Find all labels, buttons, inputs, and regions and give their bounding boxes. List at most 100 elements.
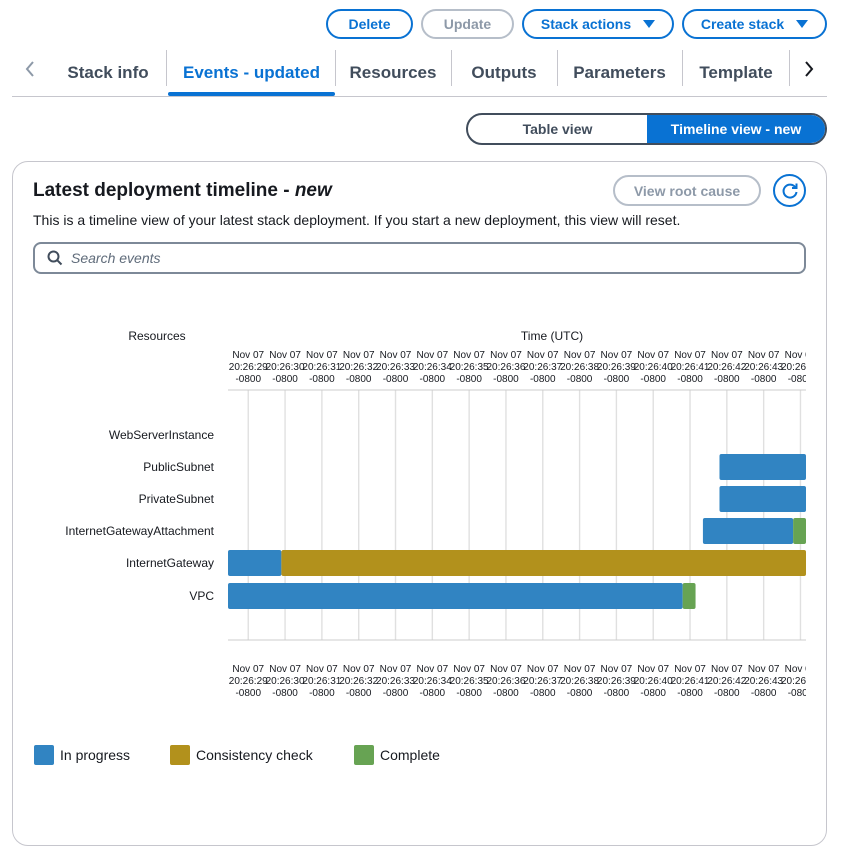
- search-events-field[interactable]: [33, 242, 806, 274]
- view-root-cause-label: View root cause: [633, 182, 741, 199]
- bottom-tick-label: Nov 07 20:26:42 -0800: [707, 664, 746, 699]
- timeline-chart: Resources Time (UTC)Nov 07 20:26:29 -0800No…: [65, 329, 813, 699]
- timeline-view-button[interactable]: Timeline view - new: [647, 115, 825, 143]
- top-tick-label: Nov 07 20:26:35 -0800: [450, 350, 489, 385]
- top-tick-label: Nov 07 20:26:43 -0800: [744, 350, 783, 385]
- tab-parameters[interactable]: Parameters: [557, 50, 682, 96]
- card-title-emphasis: new: [294, 180, 332, 201]
- active-tab-indicator: [168, 92, 335, 96]
- create-stack-button[interactable]: Create stack: [682, 9, 827, 39]
- create-stack-label: Create stack: [700, 16, 785, 32]
- delete-button-label: Delete: [348, 16, 391, 32]
- timeline-bar-in-progress: [228, 550, 282, 576]
- bottom-tick-label: Nov 07 20:26:34 -0800: [413, 664, 452, 699]
- top-tick-label: Nov 07 20:26:34 -0800: [413, 350, 452, 385]
- stack-actions-button[interactable]: Stack actions: [522, 9, 674, 39]
- tab-label: Stack info: [67, 63, 149, 82]
- view-root-cause-button[interactable]: View root cause: [613, 175, 761, 206]
- bottom-tick-label: Nov 07 20:26:30 -0800: [266, 664, 305, 699]
- bottom-tick-label: Nov 07 20:26:33 -0800: [376, 664, 415, 699]
- legend-item-in-progress: In progress: [34, 745, 130, 765]
- bottom-tick-label: Nov 07 20:26:31 -0800: [302, 664, 341, 699]
- complete-swatch: [354, 745, 374, 765]
- resources-axis-label: Resources: [128, 329, 185, 343]
- bottom-tick-label: Nov 07 20:26:38 -0800: [560, 664, 599, 699]
- timeline-bar-consistency-check: [281, 550, 806, 576]
- update-button-label: Update: [443, 16, 492, 32]
- search-icon: [47, 250, 63, 266]
- stack-actions-label: Stack actions: [540, 16, 632, 32]
- delete-button[interactable]: Delete: [326, 9, 413, 39]
- resource-label: VPC: [189, 589, 214, 603]
- top-tick-label: Nov 07 20:26:38 -0800: [560, 350, 599, 385]
- legend-item-consistency-check: Consistency check: [170, 745, 313, 765]
- tab-divider: [789, 50, 790, 86]
- bottom-tick-label: Nov 07 20:26:41 -0800: [671, 664, 710, 699]
- tab-events[interactable]: Events - updated: [168, 50, 335, 96]
- card-description: This is a timeline view of your latest s…: [33, 212, 681, 228]
- tab-label: Resources: [349, 63, 437, 82]
- top-tick-label: Nov 07 20:26:33 -0800: [376, 350, 415, 385]
- timeline-bar-in-progress: [228, 583, 683, 609]
- bottom-tick-label: Nov 07 20:26:40 -0800: [634, 664, 673, 699]
- tab-stack-info[interactable]: Stack info: [54, 50, 162, 96]
- bottom-tick-label: Nov 07 20:26:36 -0800: [486, 664, 525, 699]
- in-progress-swatch: [34, 745, 54, 765]
- tab-template[interactable]: Template: [682, 50, 790, 96]
- bottom-tick-label: Nov 07 20:26:35 -0800: [450, 664, 489, 699]
- tab-label: Template: [699, 63, 773, 82]
- timeline-bar-in-progress: [719, 486, 806, 512]
- top-tick-label: Nov 07 20:26:31 -0800: [302, 350, 341, 385]
- resource-label: PrivateSubnet: [139, 492, 215, 506]
- search-input[interactable]: [71, 244, 791, 272]
- tab-scroll-right-button[interactable]: [797, 58, 821, 80]
- card-title: Latest deployment timeline - new: [33, 180, 332, 202]
- top-tick-label: Nov 07 20:26:40 -0800: [634, 350, 673, 385]
- resource-label: InternetGatewayAttachment: [65, 524, 214, 538]
- timeline-bar-complete: [793, 518, 806, 544]
- table-view-label: Table view: [522, 121, 593, 137]
- refresh-icon: [782, 183, 797, 199]
- legend-item-complete: Complete: [354, 745, 440, 765]
- tab-divider: [682, 50, 683, 86]
- bottom-tick-label: Nov 07 20:26:29 -0800: [229, 664, 268, 699]
- consistency-check-swatch: [170, 745, 190, 765]
- card-title-text: Latest deployment timeline -: [33, 180, 295, 201]
- tab-label: Parameters: [573, 63, 666, 82]
- tab-bar: Stack info Events - updated Resources Ou…: [12, 50, 827, 97]
- tab-outputs[interactable]: Outputs: [451, 50, 557, 96]
- legend-label: Complete: [380, 747, 440, 763]
- time-axis-label: Time (UTC): [521, 329, 583, 343]
- top-tick-label: Nov 07 20:26:37 -0800: [523, 350, 562, 385]
- refresh-button[interactable]: [773, 174, 806, 207]
- tab-divider: [166, 50, 167, 86]
- view-toggle: Table view Timeline view - new: [466, 113, 827, 145]
- top-tick-label: Nov 07 20:26:41 -0800: [671, 350, 710, 385]
- top-tick-label: Nov 07 20:26:42 -0800: [707, 350, 746, 385]
- bottom-tick-label: Nov 07 20:26:43 -0800: [744, 664, 783, 699]
- tab-label: Events - updated: [183, 63, 320, 82]
- top-tick-label: Nov 07 20:26:30 -0800: [266, 350, 305, 385]
- caret-down-icon: [796, 20, 809, 28]
- tab-resources[interactable]: Resources: [335, 50, 451, 96]
- tab-divider: [451, 50, 452, 86]
- legend-label: Consistency check: [196, 747, 313, 763]
- top-tick-label: Nov 07 20:26:29 -0800: [229, 350, 268, 385]
- timeline-card: [12, 161, 827, 846]
- timeline-bar-in-progress: [702, 518, 794, 544]
- resource-label: WebServerInstance: [109, 428, 214, 442]
- resource-label: InternetGateway: [126, 556, 214, 570]
- tab-scroll-left-button[interactable]: [18, 58, 42, 80]
- caret-down-icon: [643, 20, 656, 28]
- update-button[interactable]: Update: [421, 9, 514, 39]
- chevron-left-icon: [25, 61, 34, 77]
- bottom-tick-label: Nov 07 20:26:39 -0800: [597, 664, 636, 699]
- top-tick-label: Nov 07 20:26:36 -0800: [486, 350, 525, 385]
- timeline-view-label: Timeline view - new: [670, 121, 802, 137]
- timeline-bar-complete: [682, 583, 696, 609]
- chevron-right-icon: [805, 61, 814, 77]
- tab-divider: [557, 50, 558, 86]
- table-view-button[interactable]: Table view: [468, 115, 647, 143]
